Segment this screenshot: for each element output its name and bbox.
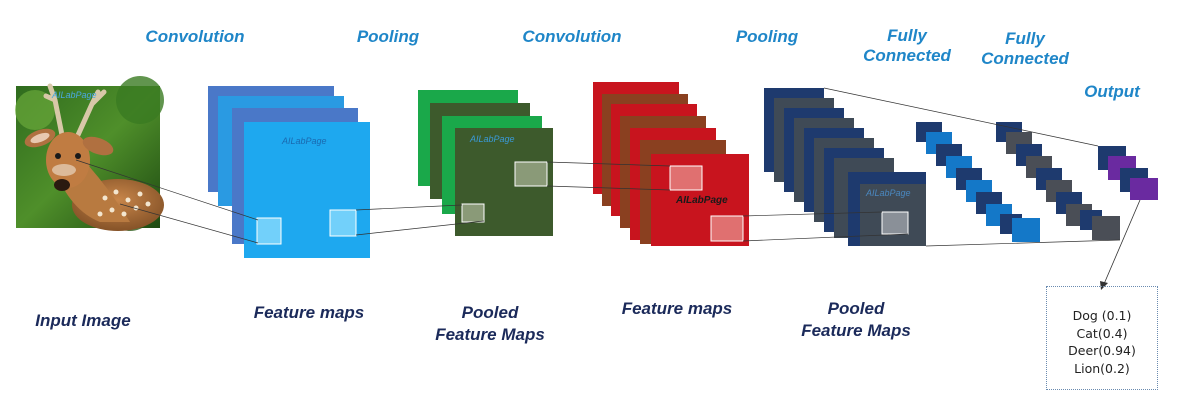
label-pooled-feature-maps-1: Pooled Feature Maps xyxy=(435,303,545,344)
watermark-conv1: AILabPage xyxy=(281,136,327,146)
label-pooling-2: Pooling xyxy=(735,27,799,46)
conv2-feature-maps xyxy=(593,82,749,246)
output-class-cat: Cat(0.4) xyxy=(1076,325,1128,341)
label-fully-connected-2: Fully Connected xyxy=(981,29,1069,68)
label-input-image: Input Image xyxy=(35,311,131,330)
output-class-lion: Lion(0.2) xyxy=(1074,360,1130,376)
watermark-pool2: AILabPage xyxy=(865,188,911,198)
watermark-input: AILabPage xyxy=(51,90,97,100)
output-probabilities-box: Dog (0.1) Cat(0.4) Deer(0.94) Lion(0.2) xyxy=(1046,286,1158,390)
output-pointer xyxy=(1100,199,1141,290)
conv1-feature-maps xyxy=(208,86,370,258)
label-feature-maps-1: Feature maps xyxy=(253,303,365,322)
connection-lines xyxy=(75,87,1121,247)
output-neurons xyxy=(1098,146,1158,200)
watermark-conv2: AILabPage xyxy=(675,195,728,206)
label-pooled-feature-maps-2: Pooled Feature Maps xyxy=(801,299,911,340)
label-output: Output xyxy=(1084,82,1140,101)
watermark-pool1: AILabPage xyxy=(469,134,515,144)
output-class-deer: Deer(0.94) xyxy=(1068,343,1136,358)
fully-connected-2 xyxy=(996,122,1120,240)
pool1-feature-maps xyxy=(418,90,553,236)
label-pooling-1: Pooling xyxy=(356,27,420,46)
input-image xyxy=(15,76,164,231)
label-convolution-1: Convolution xyxy=(145,27,245,46)
pool2-feature-maps xyxy=(764,88,926,246)
output-class-dog: Dog (0.1) xyxy=(1072,308,1132,323)
fully-connected-1 xyxy=(916,122,1040,242)
label-fully-connected-1: Fully Connected xyxy=(863,26,951,65)
label-convolution-2: Convolution xyxy=(522,27,622,46)
label-feature-maps-2: Feature maps xyxy=(621,299,733,318)
